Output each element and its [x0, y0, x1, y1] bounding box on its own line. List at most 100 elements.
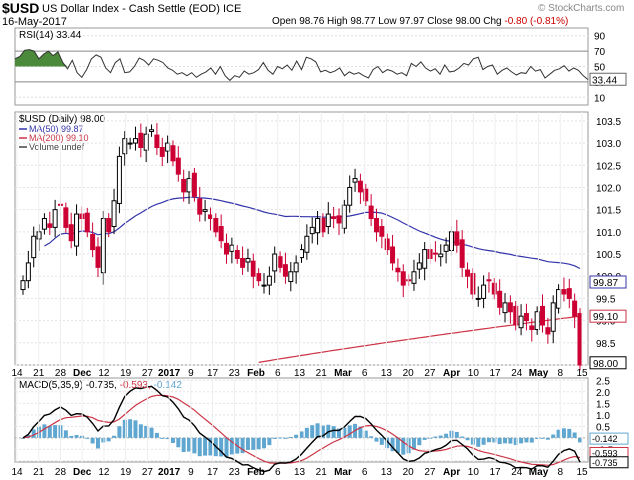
macd-histogram-bar [561, 428, 566, 438]
price-x-tick-label: 2017 [158, 368, 181, 379]
macd-x-tick-label: 20 [403, 467, 415, 478]
candle-body [47, 223, 53, 228]
macd-x-tick-label: 13 [381, 467, 393, 478]
macd-histogram-bar [149, 427, 154, 438]
candle-body [347, 186, 353, 206]
candle-body [497, 290, 503, 308]
ma50-line [44, 196, 581, 270]
candle-body [111, 200, 117, 228]
candle-body [529, 325, 535, 330]
macd-value-tag-label: -0.142 [592, 434, 618, 444]
macd-histogram-bar [170, 437, 175, 444]
macd-histogram-bar [122, 419, 127, 438]
x-axis: 141421212828DecDec1212191927272017201799… [11, 112, 588, 478]
price-frame [14, 111, 589, 366]
macd-histogram-bar [492, 437, 497, 443]
macd-histogram-bar [369, 436, 374, 438]
macd-histogram-bar [240, 437, 245, 454]
price-x-tick-label: 23 [229, 368, 241, 379]
candle-body [181, 178, 187, 193]
candle-body [299, 249, 304, 259]
macd-histogram-bar [69, 436, 74, 438]
macd-label-value: -0.735, [86, 380, 120, 391]
macd-histogram-bar [165, 437, 170, 440]
candle-body [41, 218, 47, 230]
macd-x-tick-label: 2017 [158, 467, 181, 478]
legend-entry: Volume undef [29, 142, 85, 152]
stockcharts-logo[interactable]: © StockCharts.com [538, 3, 625, 14]
price-x-tick-label: 8 [557, 368, 563, 379]
candle-body [432, 252, 438, 255]
candle-body [443, 244, 449, 252]
macd-histogram-bar [294, 434, 299, 438]
macd-histogram-bar [245, 437, 250, 450]
macd-histogram-bar [272, 437, 277, 439]
macd-histogram-bar [219, 437, 224, 457]
candle-body [384, 238, 390, 251]
last-close-tag [589, 356, 627, 370]
candle-body [513, 305, 519, 326]
price-tick-label: 103.5 [596, 117, 621, 128]
price-tick-label: 101.0 [596, 228, 621, 239]
macd-histogram-bar [310, 425, 315, 438]
macd-histogram-bar [465, 437, 470, 441]
macd-histogram-bar [476, 437, 481, 447]
candle-body [368, 205, 374, 220]
macd-signal-line [22, 394, 581, 466]
macd-histogram-bar [481, 437, 486, 445]
macd-histogram-bar [144, 425, 149, 438]
candle-body [218, 226, 224, 242]
macd-histogram-bar [42, 424, 47, 438]
candle-body [191, 172, 197, 197]
candle-body [282, 264, 288, 277]
price-x-tick-label: 6 [275, 368, 281, 379]
macd-tick-label: 1.5 [596, 399, 610, 410]
macd-histogram-bar [513, 437, 518, 446]
candle-body [159, 147, 165, 157]
candle-body [325, 213, 331, 228]
candle-body [309, 226, 315, 235]
candle-body [454, 231, 460, 246]
macd-x-tick-label: 27 [424, 467, 436, 478]
macd-x-tick-label: 14 [11, 467, 23, 478]
price-x-tick-label: 19 [120, 368, 132, 379]
macd-x-tick-label: May [529, 467, 549, 478]
macd-histogram-bar [47, 425, 52, 438]
price-x-tick-label: 24 [511, 368, 523, 379]
macd-histogram-bar [203, 437, 208, 456]
price-x-tick-label: 21 [316, 368, 328, 379]
candle-body [518, 315, 524, 329]
macd-value-tag-label: -0.593 [592, 448, 618, 458]
macd-x-tick-label: 28 [55, 467, 67, 478]
candle-body [100, 218, 106, 274]
price-tick-label: 102.5 [596, 161, 621, 172]
macd-histogram-bar [503, 437, 508, 444]
candle-body [304, 235, 310, 253]
macd-x-tick-label: 23 [229, 467, 241, 478]
macd-histogram-bar [256, 437, 261, 450]
ma50-value-label: 99.87 [593, 278, 618, 289]
macd-histogram-bar [138, 424, 143, 438]
ma200-value-label: 99.10 [593, 312, 618, 323]
macd-histogram-bar [262, 437, 267, 449]
macd-x-tick-label: Dec [73, 467, 92, 478]
rsi-overbought-fill [15, 49, 68, 67]
candle-body [250, 260, 256, 277]
macd-x-tick-label: 12 [98, 467, 110, 478]
price-x-tick-label: 12 [98, 368, 110, 379]
candle-body [422, 249, 428, 269]
price-x-tick-label: 17 [490, 368, 502, 379]
macd-histogram-bar [315, 423, 320, 438]
macd-histogram-bar [422, 437, 427, 440]
macd-histogram-bar [578, 437, 582, 443]
ohlc-summary: Open 98.76 High 98.77 Low 97.97 Close 98… [272, 16, 568, 27]
macd-histogram-bar [390, 437, 395, 452]
macd-histogram-bar [101, 437, 106, 443]
price-tick-label: 100.5 [596, 250, 621, 261]
ma200-value-tag [589, 309, 627, 323]
macd-histogram-bar [454, 431, 459, 438]
candle-body [207, 214, 213, 220]
candle-body [224, 242, 230, 255]
